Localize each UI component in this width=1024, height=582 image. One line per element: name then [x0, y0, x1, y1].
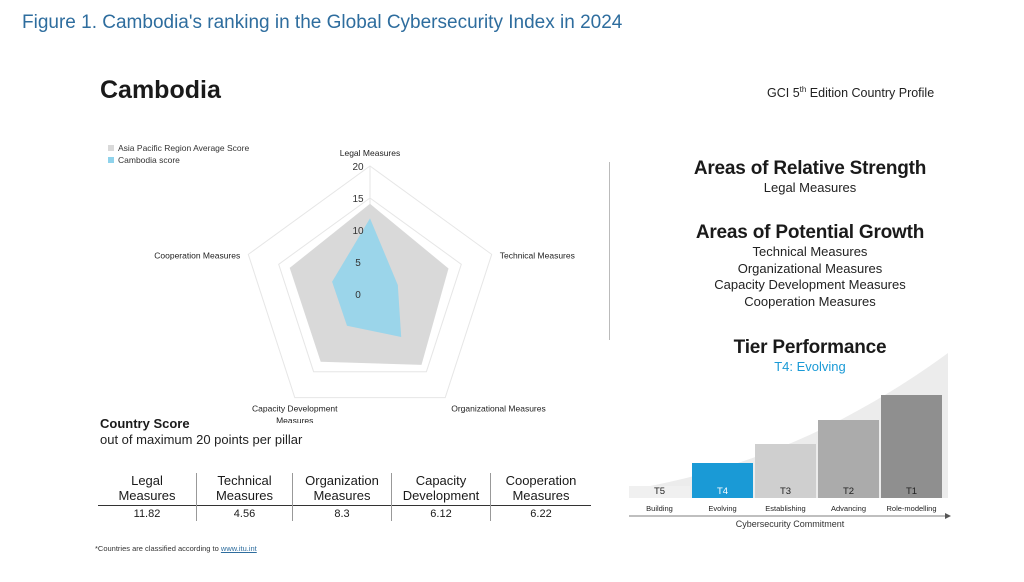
tier-bar [881, 395, 942, 498]
growth-title: Areas of Potential Growth [695, 222, 925, 243]
radar-tick-label: 0 [355, 290, 361, 301]
score-header-line: Measures [215, 488, 274, 503]
radar-tick-label: 5 [355, 258, 361, 269]
growth-item: Capacity Development Measures [714, 277, 906, 292]
radar-axis-label: Capacity Development [252, 404, 338, 414]
score-header-line: Organization [305, 473, 379, 488]
radar-tick-label: 20 [352, 162, 364, 173]
score-value: 6.22 [490, 505, 591, 521]
legend-label-region: Asia Pacific Region Average Score [118, 143, 250, 153]
score-table: Legal Measures Technical Measures Organiza… [98, 473, 591, 521]
score-value: 4.56 [196, 505, 293, 521]
score-header-line: Legal [131, 473, 163, 488]
legend-swatch-region [108, 145, 114, 151]
tier-bar [818, 420, 879, 498]
legend-item-region: Asia Pacific Region Average Score [108, 142, 249, 154]
divider [609, 162, 610, 340]
score-title: Country Score [100, 416, 190, 431]
score-header-line: Measures [118, 488, 176, 503]
score-header: Technical Measures [196, 473, 293, 506]
tier-code: T2 [843, 486, 854, 497]
radar-axis-label: Measures [276, 416, 313, 423]
tier-code: T5 [654, 486, 665, 497]
radar-tick-label: 10 [352, 226, 364, 237]
tier-axis-label: Cybersecurity Commitment [736, 519, 845, 529]
footnote: *Countries are classified according to w… [95, 544, 257, 553]
tier-bar [692, 463, 753, 498]
strengths-title: Areas of Relative Strength [693, 158, 927, 179]
score-header-line: Measures [512, 488, 570, 503]
country-title: Cambodia [100, 76, 221, 104]
radar-chart: 0 5 10 15 20 Legal Measures Technical Measures… [154, 148, 575, 423]
tier-name: Building [646, 504, 673, 513]
score-header-line: Measures [313, 488, 371, 503]
score-value: 8.3 [292, 505, 392, 521]
growth-item: Organizational Measures [737, 260, 883, 276]
growth-section: Areas of Potential Growth Technical Meas… [660, 222, 960, 310]
chart-legend: Asia Pacific Region Average Score Cambod… [108, 142, 249, 166]
footnote-text: *Countries are classified according to [95, 544, 221, 553]
tier-section: Tier Performance T4: Evolving [660, 337, 960, 374]
score-header: Organization Measures [292, 473, 392, 506]
score-header-line: Development [402, 488, 480, 503]
tier-code: T4 [717, 486, 728, 497]
tier-current: T4: Evolving [774, 359, 846, 374]
score-header: Capacity Development [391, 473, 491, 506]
score-header: Cooperation Measures [491, 473, 592, 506]
score-header-line: Technical [217, 473, 272, 488]
edition-prefix: GCI 5 [767, 86, 800, 101]
score-header-line: Cooperation [505, 473, 577, 488]
score-value: 6.12 [391, 505, 491, 521]
radar-gridline [278, 197, 462, 373]
score-value: 11.82 [98, 505, 197, 521]
tier-chart: T5 Building T4 Evolving T3 Establishing T2 Adva… [629, 353, 951, 529]
score-value-row: 11.82 4.56 8.3 6.12 6.22 [98, 505, 591, 521]
tier-name: Evolving [708, 504, 736, 513]
strengths-section: Areas of Relative Strength Legal Measure… [660, 158, 960, 197]
legend-label-country: Cambodia score [118, 155, 180, 165]
tier-name: Role-modelling [886, 504, 936, 513]
score-subtitle: out of maximum 20 points per pillar [100, 432, 303, 447]
growth-item: Cooperation Measures [744, 293, 876, 309]
score-header: Legal Measures [98, 473, 197, 506]
tier-name: Advancing [831, 504, 866, 513]
footnote-link[interactable]: www.itu.int [220, 544, 257, 553]
radar-axis-label: Technical Measures [500, 250, 575, 260]
radar-tick-label: 15 [352, 194, 364, 205]
radar-axis-label: Legal Measures [340, 148, 400, 158]
figure-caption: Figure 1. Cambodia's ranking in the Glob… [22, 12, 623, 33]
tier-bar [629, 486, 690, 498]
tier-title: Tier Performance [733, 337, 887, 358]
legend-swatch-country [108, 157, 114, 163]
radar-gridline [247, 165, 493, 399]
arrow-right-icon [945, 513, 951, 519]
edition-sup: th [799, 85, 807, 94]
tier-code: T3 [780, 486, 791, 497]
tier-bar [755, 444, 816, 498]
tier-name: Establishing [765, 504, 805, 513]
score-header-row: Legal Measures Technical Measures Organiza… [98, 473, 591, 506]
edition-suffix: Edition Country Profile [806, 86, 935, 101]
tier-code: T1 [906, 486, 917, 497]
edition-label: GCI 5th Edition Country Profile [767, 85, 934, 100]
radar-axis-label: Organizational Measures [451, 404, 546, 414]
radar-axis-label: Cooperation Measures [154, 250, 240, 260]
legend-item-country: Cambodia score [108, 154, 249, 166]
growth-item: Technical Measures [752, 244, 868, 259]
score-header-line: Capacity [415, 473, 467, 488]
radar-series-area [332, 218, 402, 337]
strength-item: Legal Measures [763, 180, 857, 195]
